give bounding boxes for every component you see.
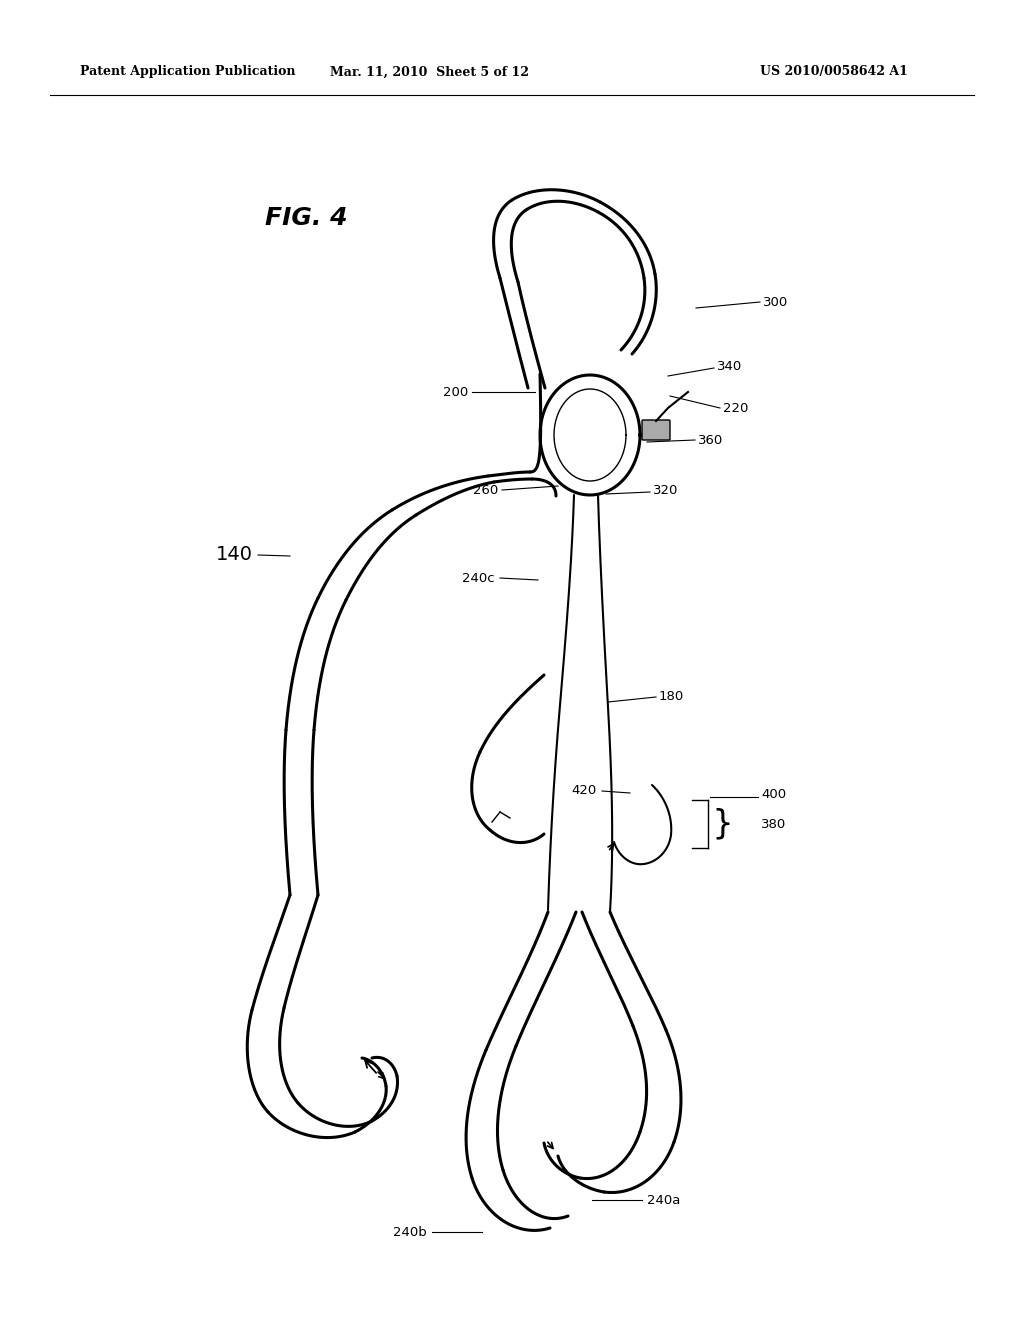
Text: FIG. 4: FIG. 4 bbox=[265, 206, 347, 230]
Text: Mar. 11, 2010  Sheet 5 of 12: Mar. 11, 2010 Sheet 5 of 12 bbox=[331, 66, 529, 78]
FancyBboxPatch shape bbox=[642, 420, 670, 440]
Text: 400: 400 bbox=[761, 788, 786, 801]
Text: 300: 300 bbox=[763, 296, 788, 309]
Text: 260: 260 bbox=[473, 484, 498, 498]
Text: 220: 220 bbox=[723, 401, 749, 414]
Text: 320: 320 bbox=[653, 484, 678, 498]
Text: 340: 340 bbox=[717, 360, 742, 374]
Text: 240a: 240a bbox=[647, 1193, 680, 1206]
Text: 180: 180 bbox=[659, 689, 684, 702]
Text: 420: 420 bbox=[571, 784, 597, 797]
Text: 240b: 240b bbox=[393, 1225, 427, 1238]
Text: 240c: 240c bbox=[463, 572, 495, 585]
Text: 140: 140 bbox=[216, 545, 253, 565]
Text: US 2010/0058642 A1: US 2010/0058642 A1 bbox=[760, 66, 908, 78]
Text: }: } bbox=[712, 808, 732, 841]
Text: 360: 360 bbox=[698, 433, 723, 446]
Text: 380: 380 bbox=[761, 817, 786, 830]
Text: 200: 200 bbox=[442, 385, 468, 399]
Text: Patent Application Publication: Patent Application Publication bbox=[80, 66, 296, 78]
